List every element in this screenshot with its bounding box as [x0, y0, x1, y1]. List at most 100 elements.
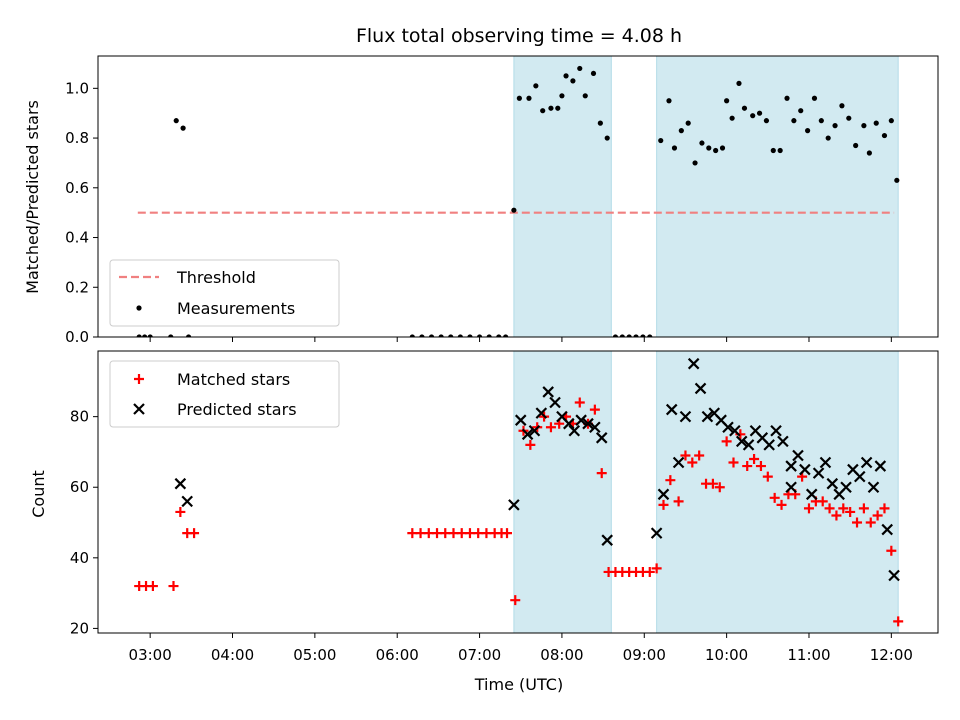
predicted-star-point [874, 460, 887, 472]
measurement-point [142, 334, 148, 337]
measurement-point [784, 95, 790, 101]
predicted-star-point [805, 488, 818, 501]
y-tick-label: 60 [70, 478, 89, 496]
matched-star-point [665, 475, 676, 486]
matched-star-point [707, 478, 718, 489]
predicted-star-point [549, 396, 561, 409]
y-tick-label: 20 [70, 619, 89, 637]
y-tick-label: 0.6 [65, 179, 89, 197]
measurement-point [846, 115, 852, 121]
predicted-star-point [812, 467, 825, 479]
predicted-star-point [799, 463, 811, 476]
measurement-point [577, 65, 583, 72]
measurement-point [640, 334, 646, 337]
measurement-point [147, 334, 153, 337]
predicted-star-point [568, 424, 581, 437]
measurement-point [805, 128, 811, 134]
predicted-star-point [694, 382, 707, 395]
measurement-point [741, 105, 748, 111]
y-tick-label: 0.4 [65, 229, 89, 247]
predicted-star-point [777, 435, 789, 448]
matched-star-point [817, 496, 828, 507]
matched-star-point [831, 510, 842, 521]
measurement-point [563, 73, 569, 79]
measurement-point [724, 98, 730, 104]
count-panel: 20 40 60 80 03:00 04:00 05:00 06:00 07:00 08:00 09… [70, 350, 939, 664]
matched-star-point [589, 404, 600, 415]
measurement-point [713, 147, 719, 154]
measurement-point [873, 120, 879, 126]
measurement-point [692, 160, 698, 166]
measurement-point [496, 334, 502, 337]
measurement-point [185, 334, 192, 337]
measurement-point [811, 95, 818, 101]
matched-star-point [769, 492, 780, 503]
measurement-point [853, 142, 859, 149]
predicted-star-point [792, 449, 804, 462]
measurement-point [626, 334, 632, 337]
observing-span [656, 350, 899, 634]
predicted-star-point [888, 569, 900, 582]
measurement-point [533, 83, 539, 89]
measurement-point [756, 110, 763, 116]
measurement-point [612, 334, 619, 337]
predicted-star-point [729, 424, 741, 437]
predicted-star-point [735, 435, 748, 448]
predicted-star-point [657, 488, 670, 501]
measurement-point [559, 93, 565, 99]
panel-data [136, 65, 900, 337]
x-tick-label: 07:00 [458, 646, 501, 664]
legend-matched-swatch [134, 374, 144, 384]
measurement-point [881, 132, 888, 139]
x-tick-label: 09:00 [623, 646, 666, 664]
measurement-point [168, 334, 174, 337]
matched-star-point [694, 450, 705, 461]
measurement-point [486, 334, 492, 337]
matched-star-point [865, 517, 876, 528]
predicted-star-point [881, 523, 893, 536]
x-tick-label: 10:00 [705, 646, 748, 664]
matched-star-point [525, 439, 536, 450]
measurement-point [570, 78, 576, 84]
matched-star-point [803, 503, 814, 514]
matched-star-point [673, 496, 684, 507]
measurement-point [777, 147, 783, 154]
predicted-star-point [785, 481, 797, 494]
legend-box [109, 259, 340, 327]
y-tick-label: 40 [70, 549, 89, 567]
y-tick-label: 1.0 [65, 79, 89, 97]
matched-star-point [886, 545, 897, 556]
matched-star-point [651, 563, 662, 574]
measurement-point [671, 145, 678, 151]
predicted-star-point [563, 417, 575, 430]
matched-star-point [175, 506, 186, 517]
predicted-star-point [853, 470, 866, 483]
matched-star-point [545, 422, 556, 433]
measurement-point [428, 334, 435, 337]
measurement-point [770, 147, 776, 154]
matched-star-point [845, 506, 856, 517]
predicted-star-point [181, 495, 193, 508]
x-tick-label: 05:00 [293, 646, 336, 664]
y-tick-label: 0.8 [65, 129, 89, 147]
measurement-point [604, 135, 610, 141]
measurement-point [438, 334, 444, 337]
predicted-star-point [575, 414, 587, 426]
measurement-point [763, 118, 770, 124]
matched-star-point [714, 482, 725, 493]
matched-star-point [502, 528, 513, 539]
matched-star-point [893, 616, 904, 627]
predicted-star-point [687, 357, 700, 370]
matched-star-point [574, 397, 585, 408]
measurement-point [511, 207, 517, 213]
predicted-star-point [840, 481, 852, 494]
measurement-point [457, 334, 463, 337]
measurement-point [476, 334, 483, 337]
matched-star-point [728, 457, 739, 468]
legend-measurements-label: Measurements [177, 299, 295, 318]
measurement-point [467, 334, 473, 337]
panel-frame [97, 350, 939, 634]
measurement-point [516, 95, 522, 101]
measurement-point [839, 103, 845, 109]
legend-threshold-label: Threshold [176, 268, 256, 287]
